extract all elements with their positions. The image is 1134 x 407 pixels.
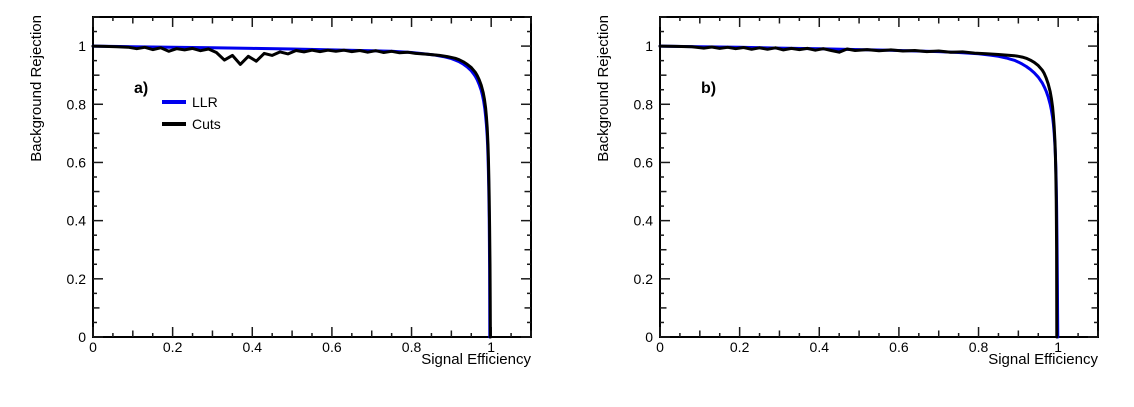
x-tick-label: 0.6 bbox=[322, 339, 342, 355]
legend-label-cuts: Cuts bbox=[192, 116, 221, 132]
y-tick-label: 0.4 bbox=[67, 213, 87, 229]
y-tick-label: 0.8 bbox=[634, 96, 654, 112]
y-tick-label: 0 bbox=[78, 329, 86, 345]
x-tick-label: 1 bbox=[1054, 339, 1062, 355]
y-tick-label: 0.6 bbox=[67, 154, 87, 170]
x-tick-label: 0.4 bbox=[243, 339, 263, 355]
y-tick-label: 0.2 bbox=[67, 271, 87, 287]
x-tick-label: 0 bbox=[89, 339, 97, 355]
x-tick-label: 0.8 bbox=[969, 339, 989, 355]
series-llr bbox=[91, 44, 492, 339]
y-tick-label: 0.4 bbox=[634, 213, 654, 229]
x-tick-label: 0.6 bbox=[889, 339, 909, 355]
series-llr bbox=[658, 44, 1060, 339]
y-tick-label: 0.8 bbox=[67, 96, 87, 112]
plot-frame bbox=[659, 16, 1099, 338]
x-tick-label: 0.2 bbox=[163, 339, 183, 355]
series-cuts bbox=[658, 44, 1059, 339]
y-tick-label: 0.2 bbox=[634, 271, 654, 287]
x-tick-label: 0 bbox=[656, 339, 664, 355]
y-tick-label: 0 bbox=[645, 329, 653, 345]
x-tick-label: 0.8 bbox=[402, 339, 422, 355]
y-axis-title: Background Rejection bbox=[28, 15, 45, 162]
panel-label: b) bbox=[701, 80, 716, 97]
y-tick-label: 1 bbox=[78, 38, 86, 54]
x-tick-label: 0.2 bbox=[730, 339, 750, 355]
x-axis-title: Signal Efficiency bbox=[421, 351, 531, 368]
x-axis-title: Signal Efficiency bbox=[988, 351, 1098, 368]
y-tick-label: 0.6 bbox=[634, 154, 654, 170]
series-cuts bbox=[91, 44, 492, 339]
panel-label: a) bbox=[134, 80, 148, 97]
legend-label-llr: LLR bbox=[192, 94, 218, 110]
x-tick-label: 1 bbox=[487, 339, 495, 355]
panel-b: 0 0.2 0.4 0.6 0.8 1 0 0.2 0.4 0.6 0.8 1 Signal Effic… bbox=[567, 0, 1134, 407]
y-tick-label: 1 bbox=[645, 38, 653, 54]
y-axis-title: Background Rejection bbox=[595, 15, 612, 162]
panel-a: 0 0.2 0.4 0.6 0.8 1 0 0.2 0.4 0.6 0.8 1 Signal Effic… bbox=[28, 15, 532, 368]
x-tick-label: 0.4 bbox=[810, 339, 830, 355]
